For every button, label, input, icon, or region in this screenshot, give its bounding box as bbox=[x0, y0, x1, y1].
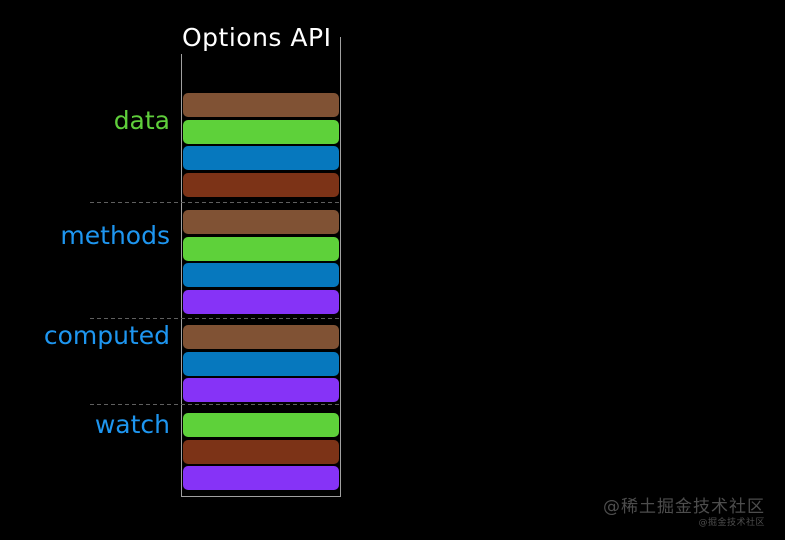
bar-methods-4-purple bbox=[183, 289, 339, 314]
bar-data-2-green bbox=[183, 119, 339, 144]
bar-data-4-rust bbox=[183, 172, 339, 197]
section-label-computed: computed bbox=[43, 321, 170, 350]
bar-methods-1-brown bbox=[183, 210, 339, 234]
section-label-methods: methods bbox=[60, 220, 170, 250]
watermark: @稀土掘金技术社区 @掘金技术社区 bbox=[603, 498, 765, 529]
bar-watch-1-green bbox=[183, 413, 339, 437]
section-label-data: data bbox=[113, 106, 170, 135]
bar-watch-3-purple bbox=[183, 466, 339, 490]
diagram-title: Options API bbox=[180, 21, 341, 54]
bar-watch-2-rust bbox=[183, 439, 339, 464]
bar-methods-2-green bbox=[183, 236, 339, 261]
section-label-watch: watch bbox=[94, 410, 170, 439]
bar-computed-1-brown bbox=[183, 325, 339, 349]
watermark-primary-text: @稀土掘金技术社区 bbox=[603, 497, 765, 518]
bar-methods-3-blue bbox=[183, 263, 339, 287]
section-divider-2 bbox=[90, 318, 341, 319]
watermark-secondary-text: @掘金技术社区 bbox=[698, 518, 765, 529]
bar-computed-3-purple bbox=[183, 378, 339, 402]
bar-computed-2-blue bbox=[183, 351, 339, 376]
section-divider-1 bbox=[90, 202, 341, 203]
bar-data-1-brown bbox=[183, 93, 339, 117]
bar-data-3-blue bbox=[183, 146, 339, 170]
section-divider-3 bbox=[90, 404, 341, 405]
